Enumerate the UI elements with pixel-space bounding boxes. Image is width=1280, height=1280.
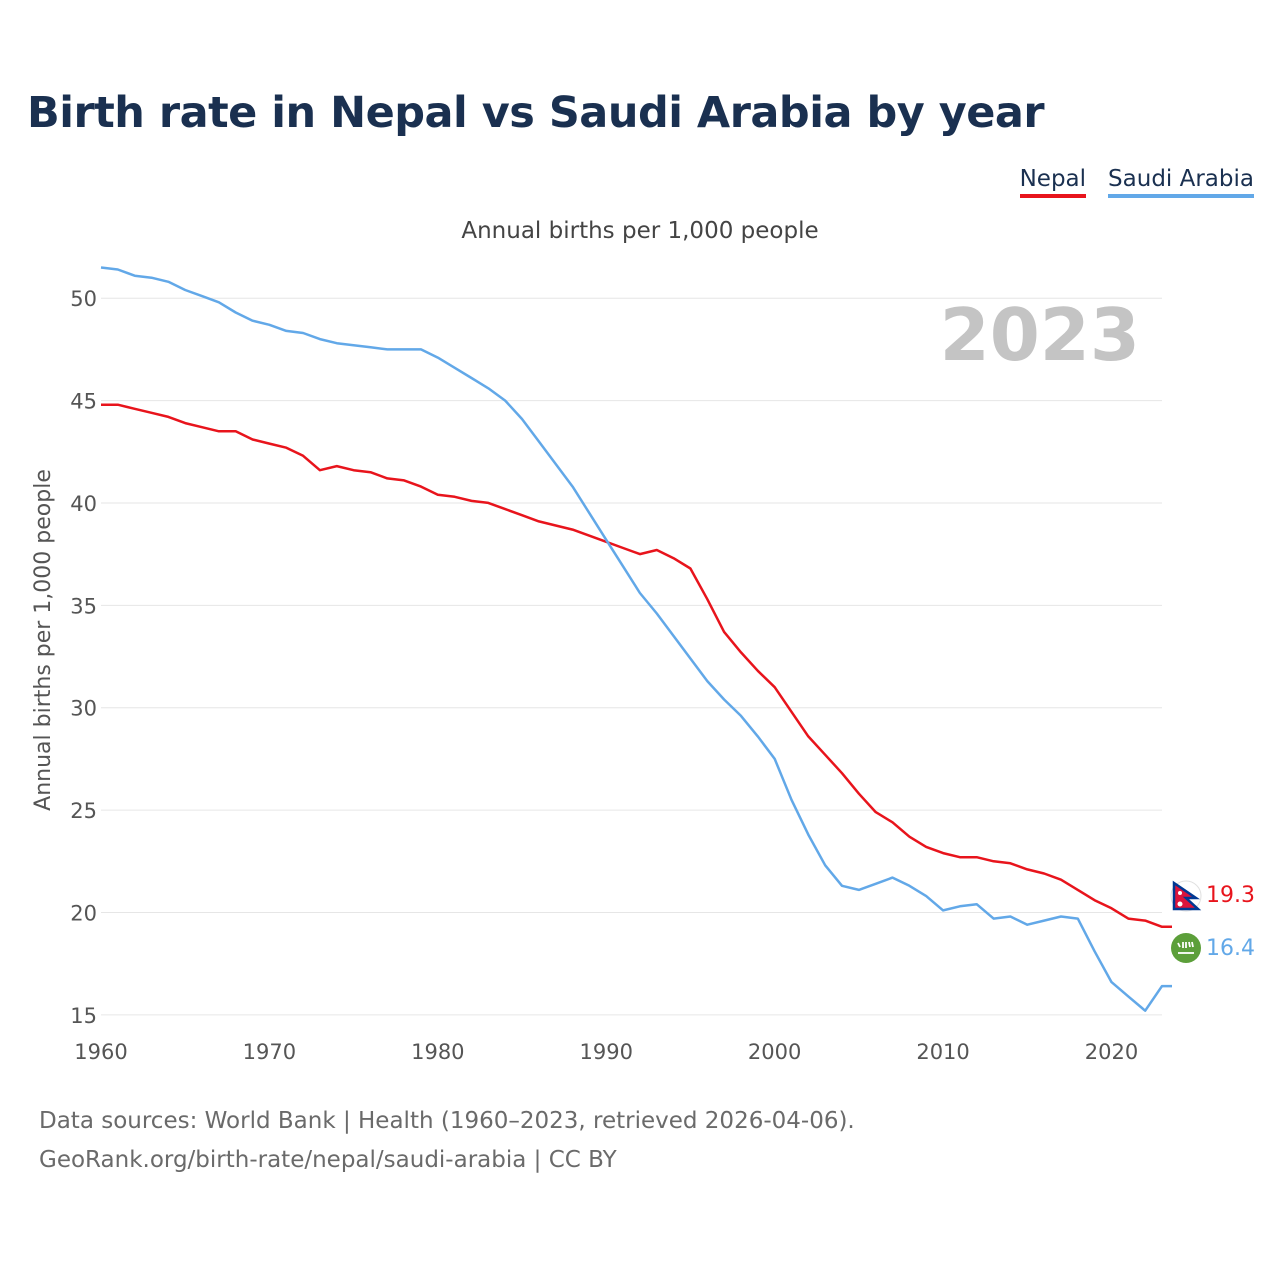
nepal-flag-icon — [1170, 880, 1202, 912]
chart-subtitle: Annual births per 1,000 people — [461, 218, 819, 244]
footer-attribution: GeoRank.org/birth-rate/nepal/saudi-arabi… — [39, 1147, 617, 1173]
y-tick-label: 15 — [70, 1004, 97, 1028]
line-chart: 15 20 25 30 35 40 45 50 1960 1970 1980 1990 2000 201… — [31, 266, 1255, 1064]
y-axis-label: Annual births per 1,000 people — [31, 469, 56, 811]
y-tick-label: 45 — [70, 390, 97, 414]
series-group — [100, 266, 1172, 1012]
series-line-nepal[interactable] — [101, 403, 1172, 929]
x-tick-label: 2010 — [916, 1040, 969, 1064]
y-tick-label: 50 — [70, 287, 97, 311]
saudi-arabia-flag-icon — [1171, 933, 1201, 963]
legend: Nepal Saudi Arabia — [1019, 166, 1254, 198]
y-tick-label: 20 — [70, 901, 97, 925]
x-tick-label: 1960 — [74, 1040, 127, 1064]
y-tick-label: 35 — [70, 594, 97, 618]
x-tick-label: 1980 — [411, 1040, 464, 1064]
end-markers: 19.3 16.4 — [1170, 880, 1255, 963]
x-axis-ticks: 1960 1970 1980 1990 2000 2010 2020 — [74, 1040, 1138, 1064]
x-tick-label: 1990 — [580, 1040, 633, 1064]
footer-sources: Data sources: World Bank | Health (1960–… — [39, 1108, 855, 1134]
end-label-saudi-arabia: 16.4 — [1206, 936, 1255, 961]
series-line-saudi-arabia[interactable] — [100, 266, 1172, 1012]
grid — [101, 297, 1162, 1016]
y-tick-label: 25 — [70, 799, 97, 823]
x-tick-label: 2020 — [1085, 1040, 1138, 1064]
y-tick-label: 40 — [70, 492, 97, 516]
x-tick-label: 2000 — [748, 1040, 801, 1064]
year-label: 2023 — [940, 293, 1140, 377]
chart-title: Birth rate in Nepal vs Saudi Arabia by y… — [27, 88, 1045, 138]
legend-item-saudi-arabia[interactable]: Saudi Arabia — [1108, 166, 1254, 198]
end-label-nepal: 19.3 — [1206, 883, 1255, 908]
y-axis-ticks: 15 20 25 30 35 40 45 50 — [70, 287, 97, 1028]
legend-item-nepal[interactable]: Nepal — [1019, 166, 1087, 198]
y-tick-label: 30 — [70, 697, 97, 721]
x-tick-label: 1970 — [243, 1040, 296, 1064]
